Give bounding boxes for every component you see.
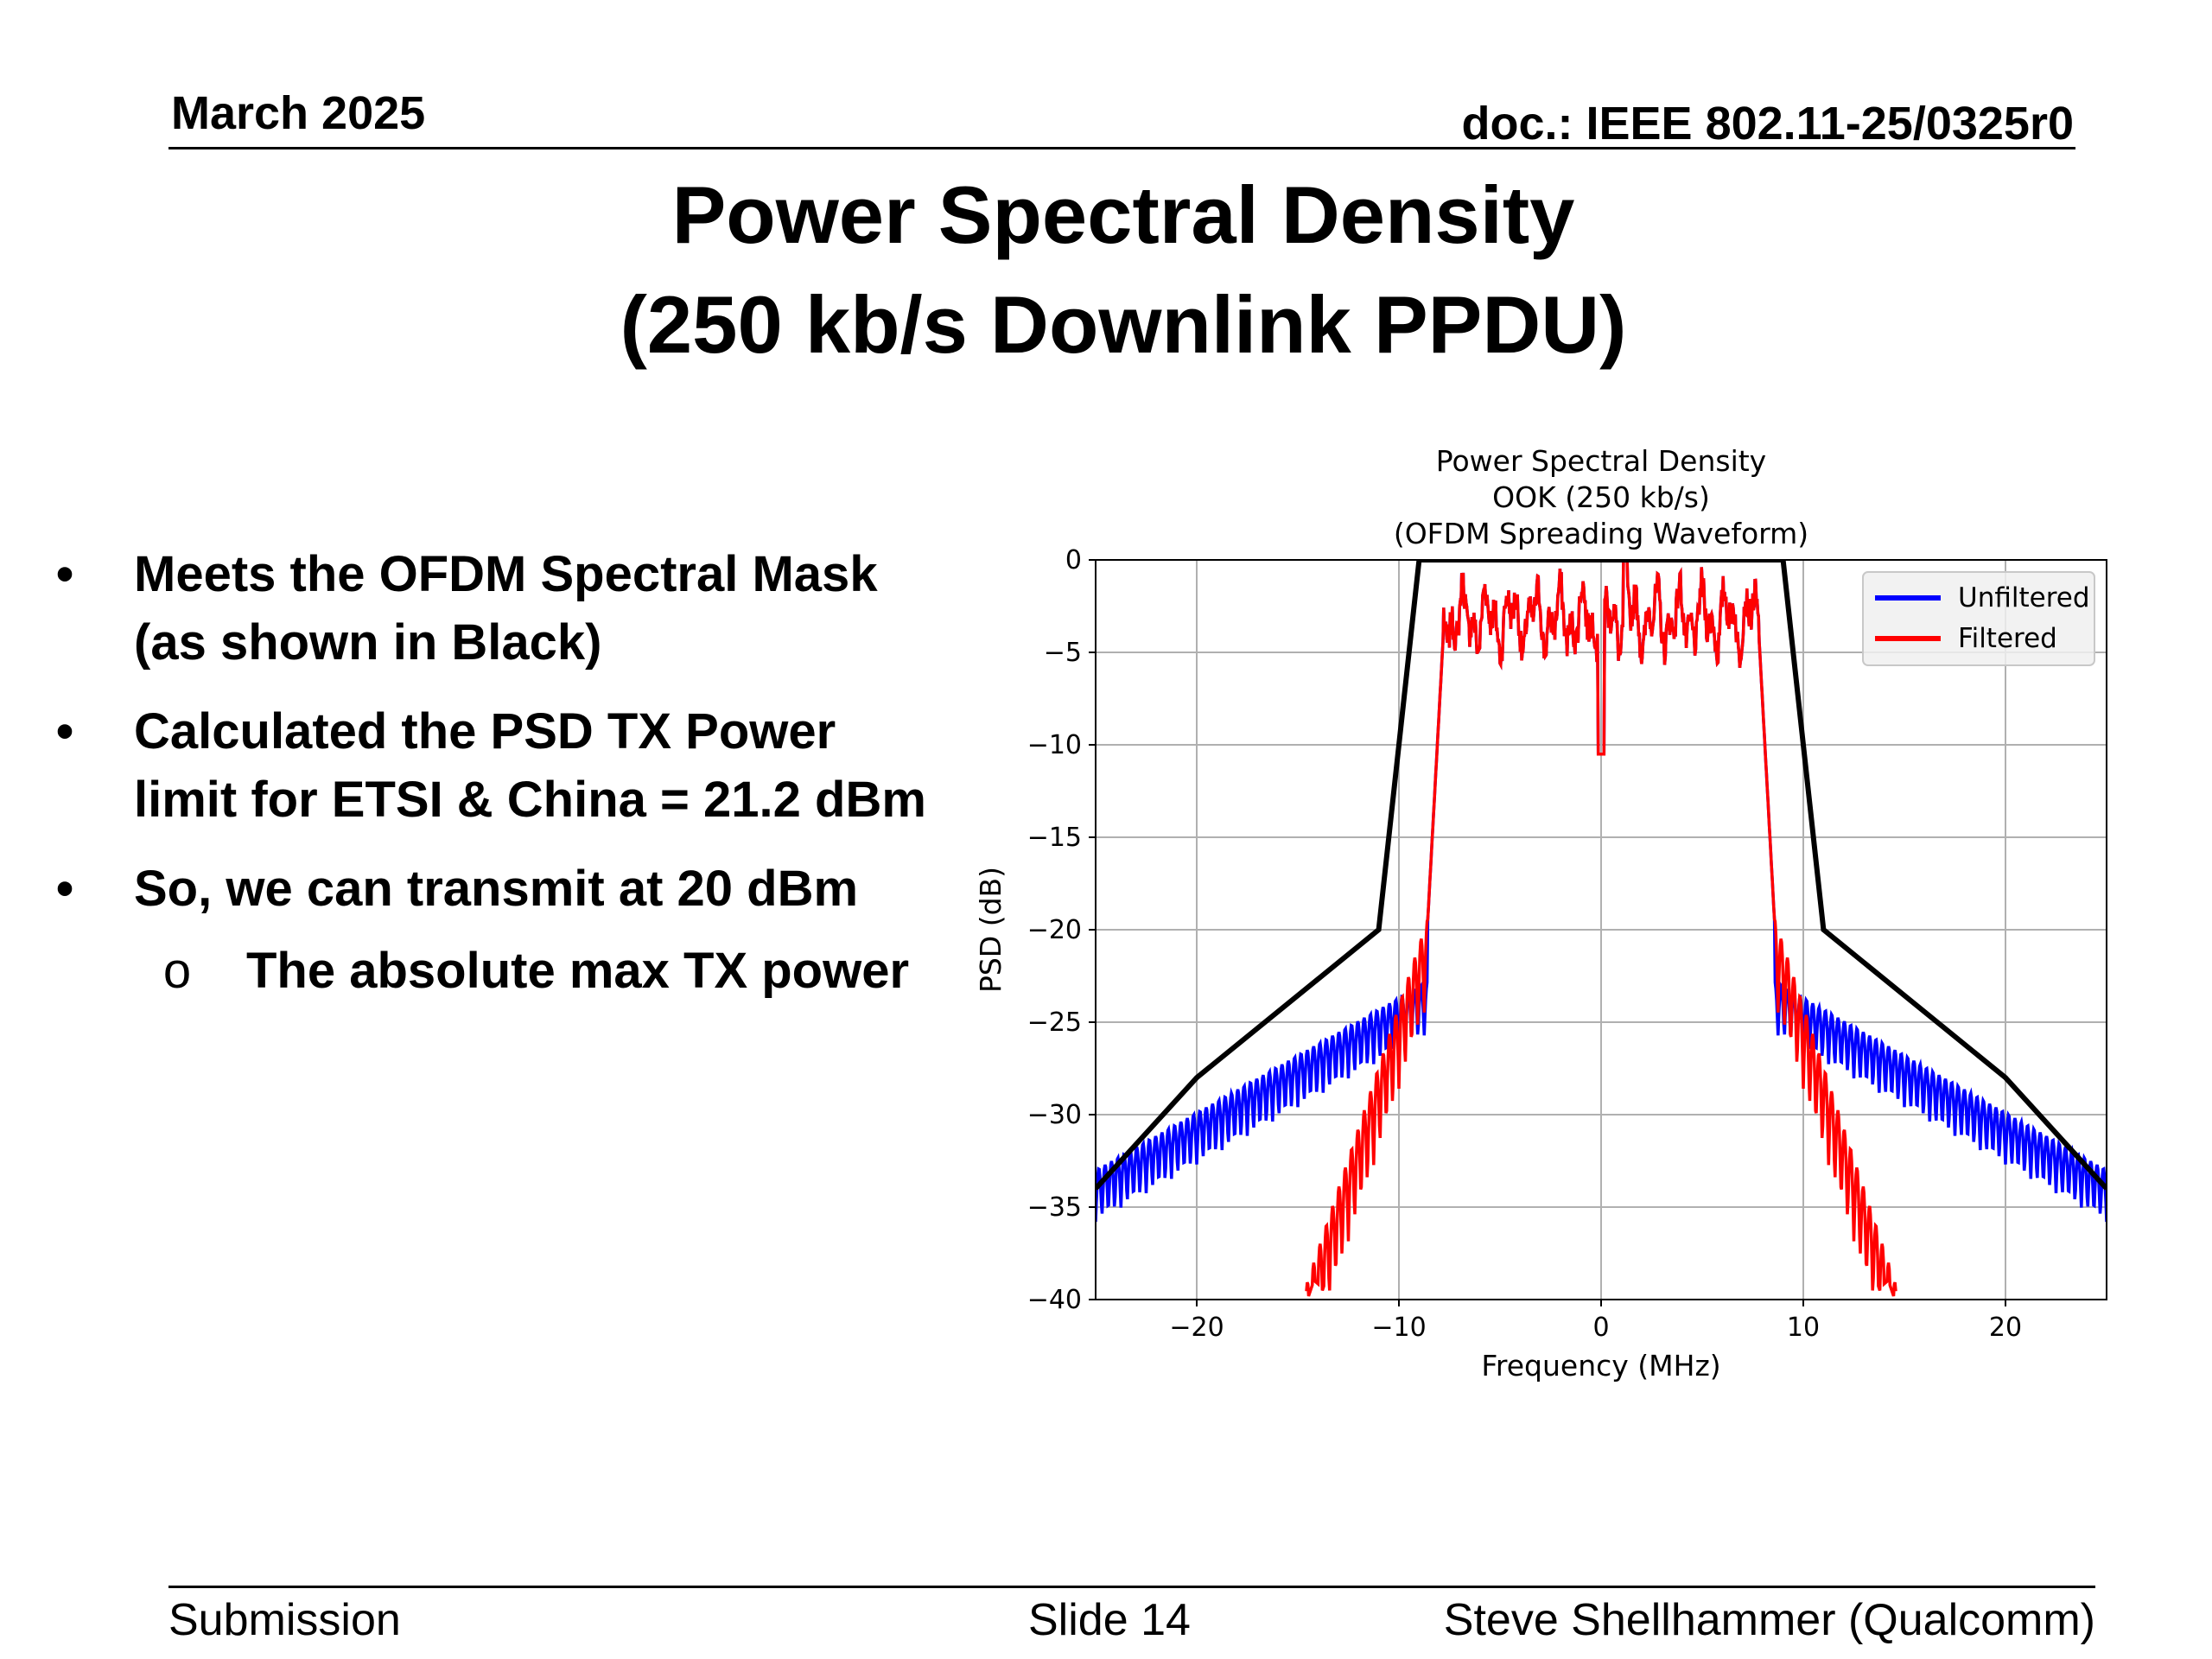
bullet-marker: • [55, 703, 74, 760]
footer-slide-number: Slide 14 [1028, 1595, 1191, 1645]
y-tick-label: 0 [1065, 545, 1082, 575]
footer-author: Steve Shellhammer (Qualcomm) [1443, 1595, 2095, 1645]
footer-rule [168, 1586, 2095, 1588]
bullet-text-line: Calculated the PSD TX Power [134, 703, 836, 760]
header-doc-id: doc.: IEEE 802.11-25/0325r0 [1461, 98, 2074, 149]
y-tick-label: −35 [1027, 1192, 1082, 1223]
header-date: March 2025 [171, 87, 426, 139]
bullet-text-line: limit for ETSI & China = 21.2 dBm [134, 772, 926, 828]
x-tick-label: −10 [1371, 1313, 1426, 1343]
y-tick-label: −30 [1027, 1100, 1082, 1130]
slide-title-line-1: Power Spectral Density [671, 169, 1575, 260]
bullet-text-line: So, we can transmit at 20 dBm [134, 861, 859, 917]
chart-legend: Unfiltered Filtered [1862, 571, 2095, 666]
header-rule [168, 147, 2075, 149]
bullet-text-line: The absolute max TX power [246, 943, 910, 999]
bullet-text-line: Meets the OFDM Spectral Mask [134, 546, 878, 602]
sub-bullet-item: o The absolute max TX power [48, 937, 963, 1005]
sub-bullet-marker: o [162, 943, 192, 999]
x-tick-label: −20 [1169, 1313, 1224, 1343]
slide-title-line-2: (250 kb/s Downlink PPDU) [620, 279, 1627, 370]
x-tick-label: 10 [1787, 1313, 1820, 1343]
y-tick-label: −40 [1027, 1285, 1082, 1315]
y-axis-label: PSD (dB) [974, 867, 1007, 993]
chart-title-line-3: (OFDM Spreading Waveform) [1394, 517, 1808, 550]
chart-traces [1096, 560, 2107, 1297]
chart-grid [1096, 559, 2107, 1300]
bullet-item: • Calculated the PSD TX Power limit for … [48, 697, 963, 834]
legend-label-filtered: Filtered [1958, 623, 2057, 654]
y-tick-label: −5 [1044, 638, 1082, 668]
bullet-list: • Meets the OFDM Spectral Mask (as shown… [48, 540, 963, 1026]
bullet-marker: • [55, 546, 74, 602]
x-tick-label: 20 [1989, 1313, 2022, 1343]
y-tick-label: −10 [1027, 730, 1082, 760]
bullet-marker: • [55, 861, 74, 917]
y-tick-label: −15 [1027, 823, 1082, 853]
bullet-item: • So, we can transmit at 20 dBm [48, 855, 963, 923]
bullet-text-line: (as shown in Black) [134, 614, 602, 671]
y-tick-label: −25 [1027, 1007, 1082, 1038]
slide-title: Power Spectral Density (250 kb/s Downlin… [0, 160, 2212, 379]
footer-submission: Submission [168, 1595, 401, 1645]
chart-axes: −20 −10 0 10 20 0 −5 −10 −15 −20 −25 −30 −35 −40 [1027, 545, 2022, 1343]
x-tick-label: 0 [1592, 1313, 1609, 1343]
series-filtered-line [1305, 560, 1897, 1297]
y-tick-label: −20 [1027, 915, 1082, 945]
chart-title-line-1: Power Spectral Density [1436, 444, 1766, 478]
x-axis-label: Frequency (MHz) [1481, 1349, 1720, 1382]
psd-chart: −20 −10 0 10 20 0 −5 −10 −15 −20 −25 −30 −35 −40 Powe… [974, 444, 2107, 1382]
legend-label-unfiltered: Unfiltered [1958, 582, 2090, 613]
chart-title-line-2: OOK (250 kb/s) [1492, 480, 1710, 514]
spectral-mask-line [1096, 560, 2107, 1191]
bullet-item: • Meets the OFDM Spectral Mask (as shown… [48, 540, 963, 677]
